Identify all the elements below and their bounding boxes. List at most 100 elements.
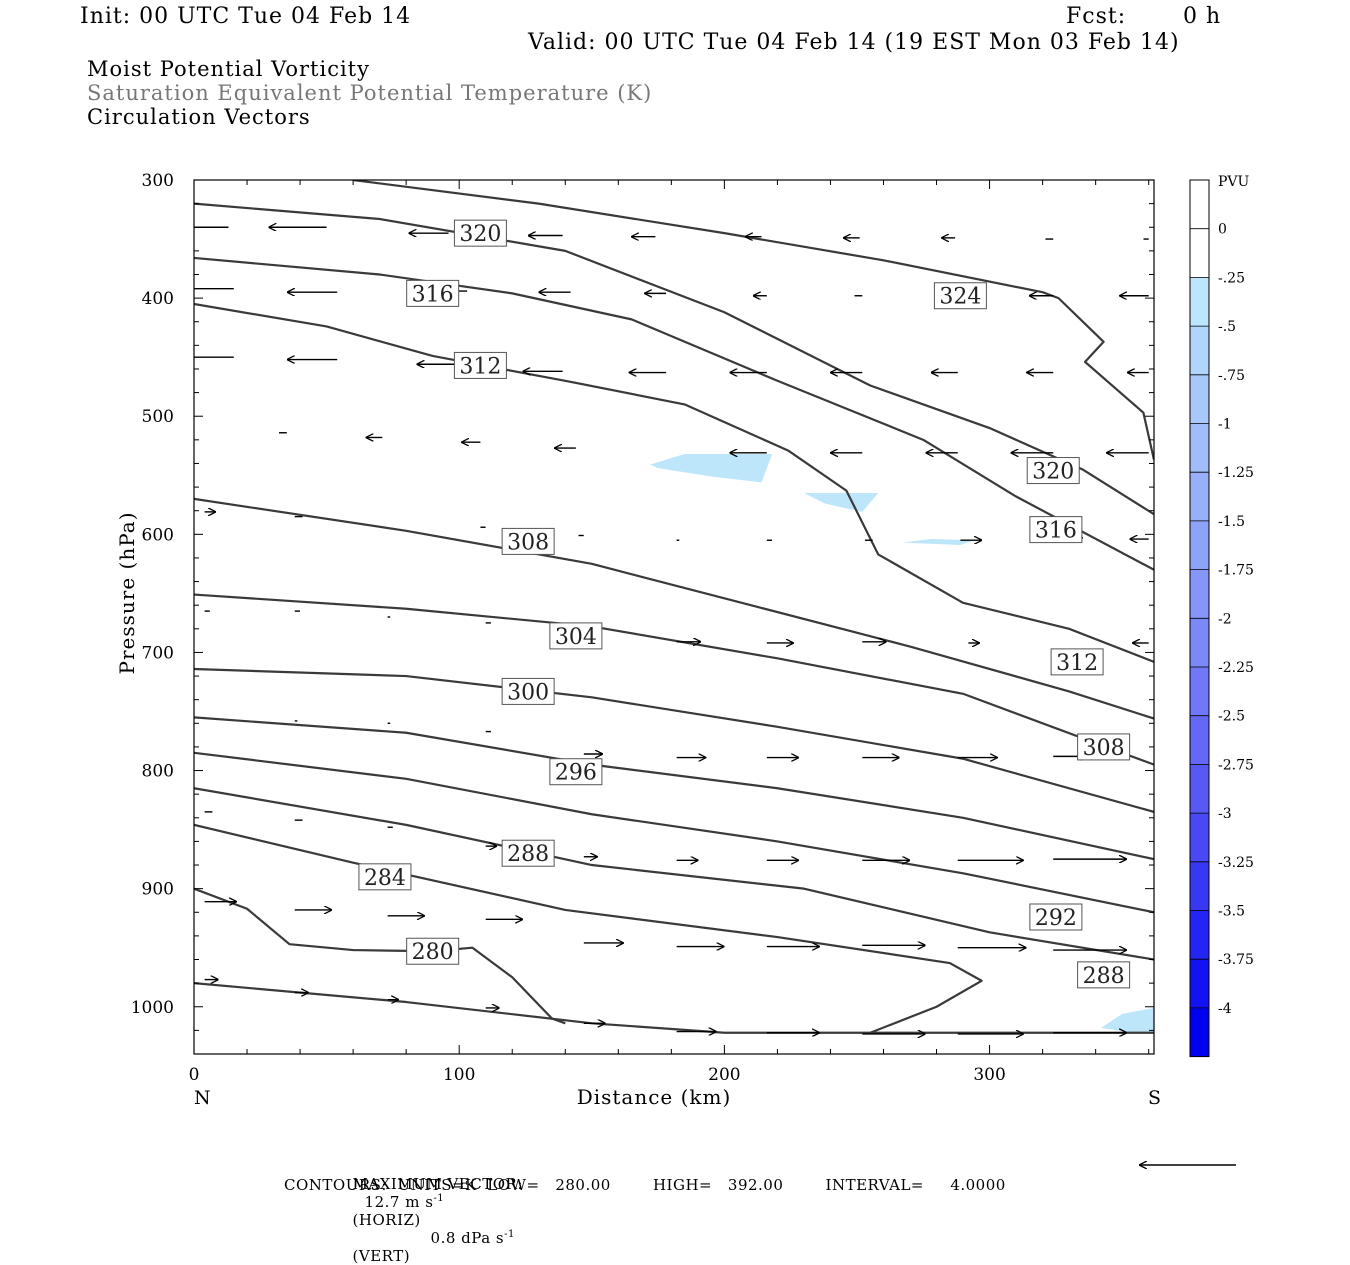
theta-es-contour-308: [194, 497, 1154, 720]
pv-region-0: [650, 454, 773, 483]
contour-label-316-b: 316: [1035, 519, 1077, 544]
valid-time: Valid: 00 UTC Tue 04 Feb 14 (19 EST Mon …: [528, 30, 1180, 55]
x-tick-label: 0: [189, 1065, 200, 1085]
forecast-hour: 0 h: [1183, 4, 1222, 29]
contour-label-312: 312: [459, 354, 501, 379]
colorbar-label: -3.5: [1218, 904, 1245, 920]
vert-exponent: -1: [504, 1229, 515, 1240]
colorbar-label: -4: [1218, 1001, 1232, 1017]
y-tick-label: 700: [142, 643, 174, 663]
colorbar-segment: [1190, 861, 1209, 911]
contour-label-308-box: [501, 527, 555, 555]
cross-section-chart: 324 320 320 316 316 312 312 308 308 304 300 296 292 2…: [115, 171, 1254, 1200]
contour-label-320-b-box: [1026, 457, 1080, 485]
contour-label-308: 308: [507, 530, 549, 555]
contour-label-288: 288: [507, 842, 549, 867]
contour-label-316-box: [406, 279, 460, 307]
colorbar-label: -1.75: [1218, 563, 1254, 579]
theta-es-contour-296: [194, 716, 1154, 861]
colorbar-segment: [1190, 472, 1209, 521]
colorbar-label: -3: [1218, 806, 1232, 822]
horiz-tag: (HORIZ): [352, 1211, 421, 1229]
contour-label-304: 304: [555, 625, 597, 650]
pv-region-1: [803, 492, 879, 512]
colorbar-segment: [1190, 277, 1209, 327]
y-axis-title: Pressure (hPa): [115, 512, 139, 675]
init-time: Init: 00 UTC Tue 04 Feb 14: [80, 4, 412, 29]
contour-label-304-box: [549, 622, 603, 650]
theta-es-contour-316: [194, 256, 1154, 571]
vert-tag: (VERT): [352, 1247, 411, 1265]
x-axis-title: Distance (km): [577, 1085, 732, 1109]
contour-label-308-b: 308: [1083, 736, 1125, 761]
colorbar-label: -1.25: [1218, 465, 1254, 481]
contour-label-312-box: [453, 351, 507, 379]
colorbar-label: -.75: [1218, 368, 1245, 384]
colorbar-label: -1.5: [1218, 514, 1245, 530]
colorbar-segment: [1190, 618, 1209, 667]
colorbar-segment: [1190, 667, 1209, 716]
title-theta-es: Saturation Equivalent Potential Temperat…: [87, 81, 653, 105]
y-tick-label: 600: [142, 525, 174, 545]
colorbar-label: -3.25: [1218, 855, 1254, 871]
contour-label-308-b-box: [1077, 733, 1131, 761]
contour-label-320-box: [453, 219, 507, 247]
contour-label-288-box: [501, 839, 555, 867]
x-end-label-south: S: [1148, 1087, 1161, 1109]
colorbar-segment: [1190, 910, 1209, 960]
contour-label-284-box: [358, 863, 412, 891]
colorbar-segment: [1190, 569, 1209, 619]
colorbar-label: -2.5: [1218, 709, 1245, 725]
x-tick-label: 300: [973, 1065, 1005, 1085]
colorbar-segment: [1190, 1007, 1209, 1057]
y-tick-label: 1000: [131, 998, 174, 1018]
theta-es-contour-312: [194, 302, 1154, 663]
max-vector-line: MAXIMUM VECTOR: 12.7 m s-1 (HORIZ) 0.8 d…: [342, 1157, 523, 1265]
contour-label-292-box: [1029, 903, 1083, 931]
max-vector-horiz: 12.7 m s: [364, 1193, 434, 1211]
contour-label-288-b: 288: [1083, 964, 1125, 989]
contour-label-320: 320: [459, 222, 501, 247]
theta-es-contour-300: [194, 667, 1154, 813]
colorbar-segment: [1190, 326, 1209, 375]
y-tick-label: 300: [142, 171, 174, 191]
contour-label-280-box: [406, 937, 460, 965]
x-tick-label: 200: [708, 1065, 740, 1085]
y-tick-label: 900: [142, 880, 174, 900]
contour-label-300: 300: [507, 680, 549, 705]
theta-es-contour-292: [194, 751, 1154, 914]
colorbar-segment: [1190, 228, 1209, 278]
colorbar-segment: [1190, 374, 1209, 424]
contour-label-316: 316: [412, 282, 454, 307]
contour-label-312-b-box: [1050, 648, 1104, 676]
max-vector-vert: 0.8 dPa s: [430, 1229, 505, 1247]
contour-label-280: 280: [412, 940, 454, 965]
pv-region-3: [1100, 1007, 1154, 1033]
max-vector-label: MAXIMUM VECTOR:: [352, 1175, 523, 1193]
y-tick-label: 500: [142, 407, 174, 427]
colorbar-label: -3.75: [1218, 952, 1254, 968]
y-tick-label: 400: [142, 289, 174, 309]
x-tick-label: 100: [443, 1065, 475, 1085]
colorbar-unit: PVU: [1218, 174, 1250, 190]
contour-label-324: 324: [939, 285, 981, 310]
colorbar-segment: [1190, 813, 1209, 862]
colorbar-segment: [1190, 715, 1209, 765]
contour-label-296-box: [549, 758, 603, 786]
horiz-exponent: -1: [433, 1193, 445, 1204]
contour-label-292: 292: [1035, 906, 1077, 931]
colorbar-segment: [1190, 520, 1209, 570]
contour-label-324-box: [933, 282, 987, 310]
theta-es-contour-unlabeled: [194, 982, 1154, 1034]
colorbar-segment: [1190, 423, 1209, 473]
contour-info: CONTOURS: UNITS=K LOW= 280.00 HIGH= 392.…: [284, 1176, 1006, 1194]
plot-frame: [193, 179, 1155, 1055]
contour-label-296: 296: [555, 761, 597, 786]
contour-label-316-b-box: [1029, 516, 1083, 544]
colorbar-segment: [1190, 180, 1209, 229]
colorbar-segment: [1190, 959, 1209, 1008]
title-vectors: Circulation Vectors: [87, 105, 311, 129]
x-end-label-north: N: [194, 1087, 211, 1109]
contour-label-300-box: [501, 677, 555, 705]
pv-region-2: [902, 539, 974, 545]
